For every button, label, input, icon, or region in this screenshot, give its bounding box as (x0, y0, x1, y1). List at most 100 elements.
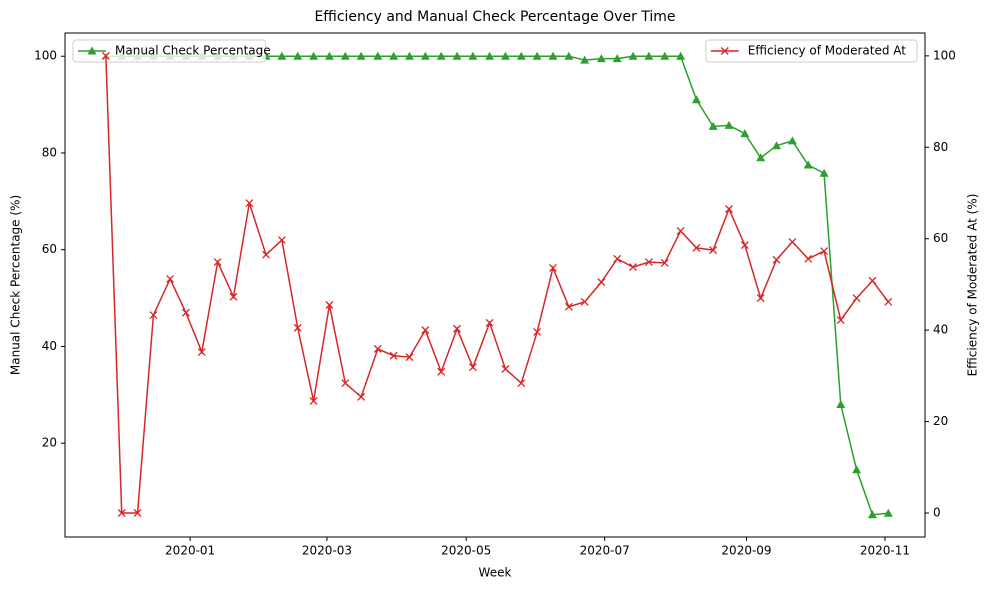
marker (772, 141, 782, 150)
marker (820, 247, 829, 256)
y2-tick-label: 100 (933, 48, 956, 62)
marker (548, 51, 558, 60)
marker (883, 508, 893, 517)
marker (277, 236, 286, 245)
marker (357, 392, 366, 401)
plot-frame (64, 32, 926, 538)
marker (133, 509, 142, 517)
y-axis-title: Manual Check Percentage (%) (9, 195, 23, 375)
marker (532, 51, 542, 60)
x-tick-label: 2020-09 (721, 544, 771, 558)
marker (676, 226, 685, 235)
marker (485, 51, 495, 60)
marker (644, 258, 653, 266)
y2-tick-label: 0 (933, 506, 941, 520)
marker (517, 379, 526, 388)
y2-axis-title: Efficiency of Moderated At (%) (966, 194, 980, 377)
marker (516, 51, 526, 60)
marker (453, 324, 462, 333)
marker (549, 264, 557, 272)
legend-label: Efficiency of Moderated At (748, 44, 906, 58)
y-tick-label: 20 (42, 436, 57, 450)
marker (803, 160, 813, 169)
marker (356, 51, 366, 60)
y2-tick-label: 40 (933, 323, 948, 337)
marker (676, 51, 686, 60)
y2-tick-label: 80 (933, 140, 948, 154)
legend-box (705, 39, 918, 63)
y-tick-label: 60 (42, 242, 57, 256)
marker (389, 51, 399, 60)
legend-label: Manual Check Percentage (115, 44, 271, 58)
marker (468, 363, 477, 372)
marker (708, 121, 718, 130)
marker (197, 348, 206, 357)
marker (612, 54, 622, 63)
marker (452, 51, 462, 60)
marker (644, 51, 654, 60)
marker (533, 328, 542, 336)
marker (692, 243, 701, 252)
marker (660, 51, 670, 60)
y-tick-label: 100 (34, 49, 57, 63)
marker (485, 318, 494, 327)
legend-marker (720, 47, 729, 55)
marker (405, 51, 415, 60)
marker (852, 465, 862, 474)
series-line (105, 55, 889, 514)
marker (564, 302, 573, 311)
marker (709, 246, 718, 255)
marker (420, 51, 430, 60)
marker (166, 274, 175, 283)
marker (309, 397, 318, 405)
x-tick-label: 2020-07 (580, 544, 630, 558)
marker (724, 120, 734, 129)
marker (101, 51, 110, 60)
marker (836, 316, 845, 325)
marker (725, 205, 733, 213)
marker (325, 301, 334, 309)
chart-title: Efficiency and Manual Check Percentage O… (314, 9, 675, 25)
marker (421, 326, 430, 335)
marker (580, 297, 589, 306)
marker (341, 379, 350, 388)
marker (405, 353, 414, 362)
marker (852, 294, 861, 303)
marker (628, 51, 638, 60)
marker (804, 254, 813, 263)
marker (597, 278, 606, 287)
marker (373, 51, 383, 60)
marker (613, 254, 622, 263)
marker (213, 258, 222, 266)
marker (293, 323, 302, 332)
marker (836, 399, 846, 408)
marker (884, 297, 893, 306)
marker (756, 153, 766, 162)
marker (324, 51, 334, 60)
marker (309, 51, 319, 60)
x-tick-label: 2020-03 (302, 544, 352, 558)
marker (564, 51, 574, 60)
marker (468, 51, 478, 60)
marker (181, 308, 190, 317)
marker (740, 129, 750, 138)
marker (868, 276, 877, 285)
marker (740, 241, 749, 250)
marker (293, 51, 303, 60)
marker (117, 509, 126, 517)
marker (500, 51, 510, 60)
marker (867, 510, 877, 519)
marker (501, 365, 510, 373)
y-tick-label: 40 (42, 339, 57, 353)
marker (788, 237, 797, 246)
marker (277, 51, 287, 60)
marker (389, 351, 398, 360)
marker (149, 311, 158, 320)
x-tick-label: 2020-11 (860, 544, 910, 558)
marker (629, 263, 638, 272)
marker (245, 199, 254, 208)
marker (437, 367, 446, 376)
marker (580, 55, 590, 64)
marker (756, 294, 765, 303)
